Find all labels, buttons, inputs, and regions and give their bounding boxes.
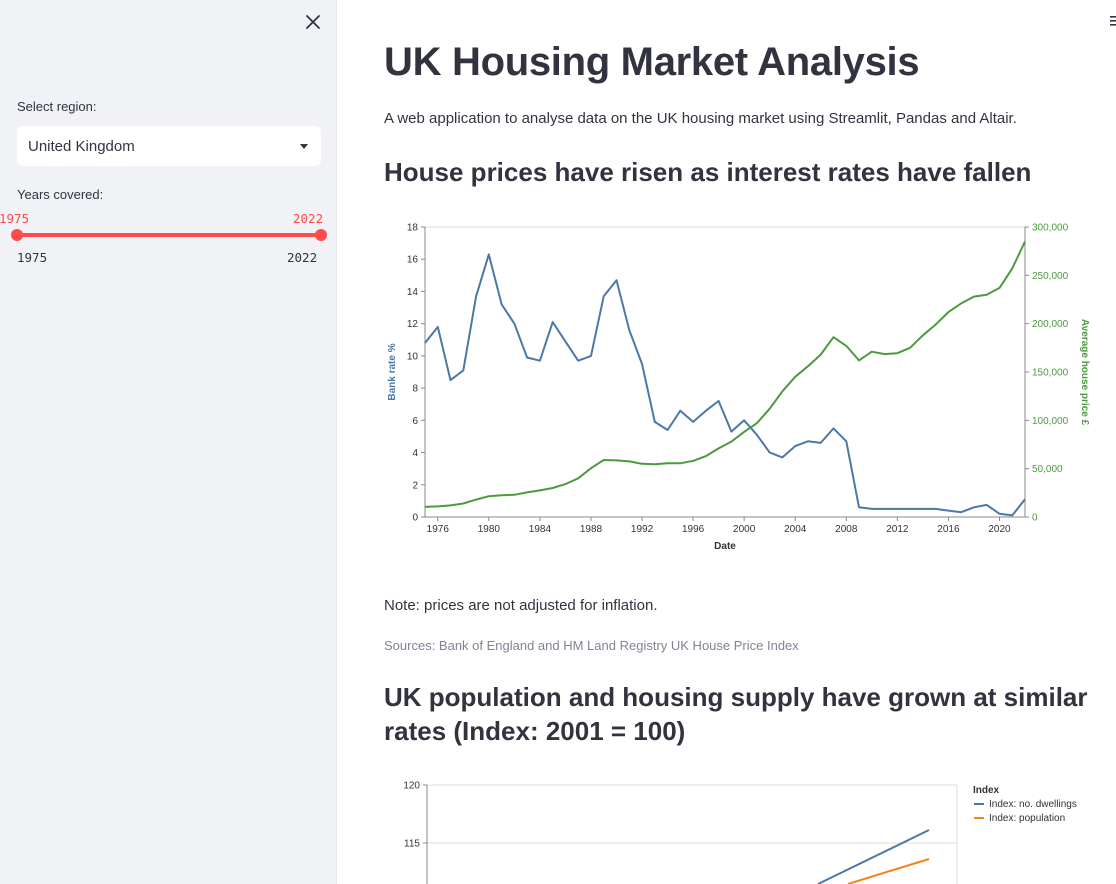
- x-tick-label: 1996: [682, 524, 705, 535]
- chevron-down-icon: [300, 144, 308, 149]
- slider-min-label: 1975: [17, 250, 48, 265]
- y-tick-label-right: 150,000: [1032, 368, 1069, 379]
- hamburger-menu-icon[interactable]: [1108, 14, 1116, 28]
- y-tick-label-left: 12: [407, 319, 419, 330]
- x-tick-label: 1976: [427, 524, 450, 535]
- y-tick-label-right: 300,000: [1032, 223, 1069, 234]
- close-sidebar-button[interactable]: [302, 11, 324, 33]
- x-tick-label: 2012: [886, 524, 909, 535]
- population-housing-chart[interactable]: 120 115 Index Index: no. dwellings Index: po…: [380, 770, 1100, 884]
- y-axis-title-right: Average house price £: [1079, 319, 1090, 426]
- y-tick-label-left: 4: [412, 448, 418, 459]
- x-tick-label: 2020: [988, 524, 1011, 535]
- slider-low-handle[interactable]: [11, 229, 23, 241]
- legend-label: Index: no. dwellings: [989, 799, 1077, 810]
- dwellings-line: [817, 829, 930, 884]
- section2-heading-line1: UK population and housing supply have gr…: [384, 682, 1088, 712]
- y-axis-title-left: Bank rate %: [387, 343, 398, 400]
- y-tick-label-left: 10: [407, 351, 419, 362]
- x-tick-label: 2016: [937, 524, 960, 535]
- population-line: [847, 858, 930, 884]
- legend-title: Index: [973, 785, 1000, 796]
- section2-heading-line2: rates (Index: 2001 = 100): [384, 716, 686, 746]
- region-select-value: United Kingdom: [28, 137, 135, 155]
- sources-text: Sources: Bank of England and HM Land Reg…: [384, 638, 799, 653]
- note-text: Note: prices are not adjusted for inflat…: [384, 597, 658, 614]
- y-tick-label-right: 0: [1032, 513, 1038, 524]
- y-tick-label-left: 18: [407, 223, 419, 234]
- x-tick-label: 1992: [631, 524, 654, 535]
- years-slider-track[interactable]: [17, 233, 321, 237]
- slider-high-handle[interactable]: [315, 229, 327, 241]
- y-tick-label-right: 100,000: [1032, 416, 1069, 427]
- y-tick-label-right: 200,000: [1032, 319, 1069, 330]
- x-tick-label: 2000: [733, 524, 756, 535]
- slider-max-label: 2022: [287, 250, 318, 265]
- y-tick-label-left: 16: [407, 255, 419, 266]
- page-title: UK Housing Market Analysis: [384, 40, 920, 84]
- years-label: Years covered:: [17, 187, 104, 202]
- y-tick-label-left: 8: [412, 384, 418, 395]
- section1-heading: House prices have risen as interest rate…: [384, 157, 1032, 187]
- plot-frame: [424, 226, 1026, 518]
- intro-text: A web application to analyse data on the…: [384, 110, 1017, 127]
- house-price-line: [424, 241, 1026, 508]
- y-tick-label-left: 14: [407, 287, 419, 298]
- y-tick-label-left: 0: [412, 513, 418, 524]
- sidebar: Select region: United Kingdom Years cove…: [0, 0, 337, 884]
- y-tick-label: 120: [403, 781, 420, 792]
- x-axis-title: Date: [714, 541, 736, 552]
- y-tick-label-left: 2: [412, 480, 418, 491]
- y-tick-label-left: 6: [412, 416, 418, 427]
- y-tick-label: 115: [404, 839, 420, 850]
- region-label: Select region:: [17, 99, 97, 114]
- x-tick-label: 2004: [784, 524, 807, 535]
- legend-label: Index: population: [989, 813, 1065, 824]
- bank-rate-house-price-chart[interactable]: 0 2 4 6 8 10 12 14 16 18 Bank rate % 0 50,000 100,000…: [380, 215, 1100, 560]
- x-tick-label: 1980: [478, 524, 501, 535]
- y-tick-label-right: 250,000: [1032, 271, 1069, 282]
- x-tick-label: 1984: [529, 524, 552, 535]
- region-select[interactable]: United Kingdom: [17, 126, 321, 166]
- slider-high-value: 2022: [293, 211, 324, 226]
- x-tick-label: 2008: [835, 524, 858, 535]
- x-tick-label: 1988: [580, 524, 603, 535]
- slider-low-value: 1975: [0, 211, 30, 226]
- bank-rate-line: [424, 253, 1026, 517]
- close-icon: [306, 15, 320, 29]
- y-tick-label-right: 50,000: [1032, 464, 1063, 475]
